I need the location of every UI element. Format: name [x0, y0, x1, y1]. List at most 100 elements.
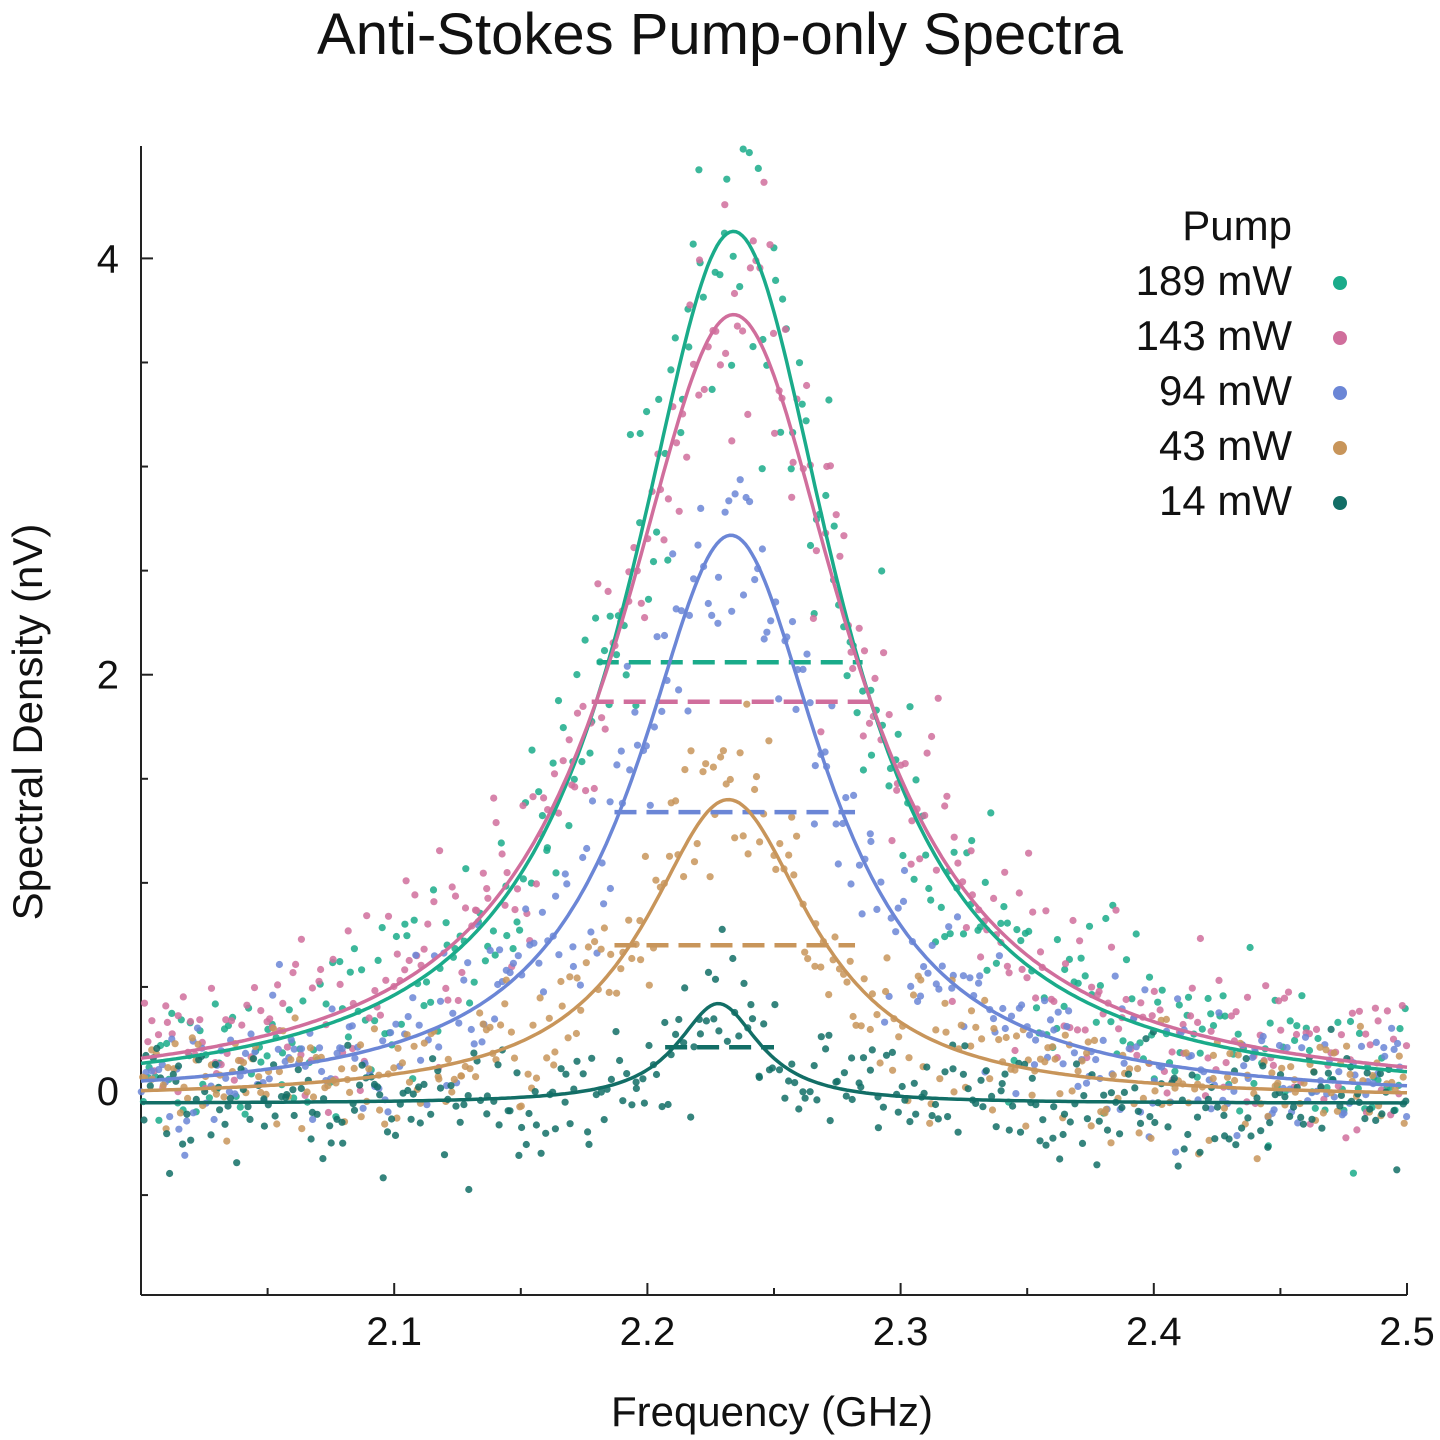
data-point: [643, 408, 651, 416]
data-point: [1023, 974, 1031, 982]
data-point: [1334, 1018, 1342, 1026]
data-point: [1184, 993, 1193, 1001]
data-point: [1363, 1069, 1371, 1077]
data-point: [695, 391, 703, 399]
data-point: [628, 1101, 636, 1109]
data-point: [163, 1130, 171, 1138]
data-point: [859, 766, 868, 774]
data-point: [899, 897, 908, 906]
data-point: [328, 1005, 336, 1013]
data-point: [472, 1073, 480, 1081]
data-point: [535, 959, 543, 967]
data-point: [515, 1151, 523, 1159]
data-point: [878, 567, 886, 575]
data-point: [1036, 1137, 1044, 1145]
data-point: [1074, 1067, 1082, 1075]
data-point: [1361, 1115, 1369, 1123]
data-point: [752, 773, 761, 781]
data-point: [831, 933, 839, 941]
data-point: [1311, 1104, 1319, 1112]
data-point: [785, 1077, 793, 1085]
data-point: [664, 1100, 672, 1109]
data-point: [496, 946, 504, 954]
data-point: [865, 719, 874, 727]
data-point: [1017, 937, 1025, 945]
data-point: [806, 541, 815, 550]
data-point: [223, 1137, 231, 1145]
data-point: [462, 865, 470, 873]
data-point: [660, 536, 668, 544]
data-point: [736, 476, 744, 484]
data-point: [893, 786, 901, 794]
data-point: [184, 1094, 192, 1102]
data-point: [1371, 1004, 1379, 1012]
data-point: [1219, 992, 1227, 1000]
data-point: [988, 1092, 996, 1100]
data-point: [728, 607, 736, 615]
data-point: [1259, 1032, 1267, 1041]
data-point: [588, 797, 597, 805]
data-point: [652, 876, 660, 884]
data-point: [652, 1070, 661, 1079]
data-point: [694, 541, 702, 549]
data-point: [379, 1037, 387, 1045]
data-point: [1337, 1031, 1345, 1039]
data-point: [832, 511, 840, 519]
data-point: [672, 1030, 680, 1038]
data-point: [604, 587, 612, 596]
data-point: [555, 951, 563, 959]
data-point: [1122, 995, 1130, 1004]
data-point: [1146, 1113, 1154, 1121]
data-point: [481, 957, 489, 965]
data-point: [733, 322, 742, 330]
data-point: [1298, 1044, 1306, 1052]
data-point: [1080, 1092, 1088, 1100]
data-point: [616, 1056, 624, 1065]
data-point: [503, 932, 511, 940]
data-point: [193, 1024, 202, 1032]
data-point: [928, 1112, 936, 1120]
data-point: [1193, 1113, 1202, 1121]
data-point: [274, 1045, 282, 1053]
data-point: [466, 1065, 474, 1073]
data-point: [637, 599, 645, 607]
data-point: [714, 573, 723, 581]
data-point: [486, 1023, 494, 1031]
data-point: [552, 869, 560, 877]
data-point: [179, 1140, 187, 1148]
data-point: [448, 883, 456, 891]
data-point: [309, 1115, 317, 1123]
data-point: [1066, 1118, 1074, 1126]
data-point: [346, 968, 354, 976]
data-point: [1005, 969, 1013, 977]
data-point: [324, 1108, 332, 1117]
data-point: [793, 832, 801, 840]
data-point: [795, 359, 804, 367]
data-point: [632, 1084, 641, 1092]
data-point: [706, 873, 714, 881]
data-point: [1294, 1119, 1302, 1127]
data-point: [1274, 1079, 1282, 1087]
data-point: [210, 1115, 218, 1124]
data-point: [1028, 1091, 1036, 1099]
data-point: [1001, 868, 1009, 876]
data-point: [207, 984, 216, 992]
data-point: [383, 1128, 392, 1136]
data-point: [852, 1021, 860, 1029]
data-point: [554, 809, 563, 817]
data-point: [972, 1099, 980, 1107]
data-point: [1240, 1062, 1248, 1070]
data-point: [188, 1034, 196, 1042]
data-point: [937, 903, 945, 912]
data-point: [1238, 1124, 1246, 1132]
data-point: [998, 1080, 1006, 1088]
data-point: [916, 855, 924, 863]
data-point: [454, 996, 462, 1005]
data-point: [1318, 1124, 1326, 1132]
data-point: [392, 1020, 400, 1028]
legend-marker: [1333, 276, 1347, 290]
data-point: [959, 930, 968, 938]
data-point: [1207, 1027, 1215, 1035]
data-point: [430, 898, 438, 906]
data-point: [672, 797, 680, 805]
